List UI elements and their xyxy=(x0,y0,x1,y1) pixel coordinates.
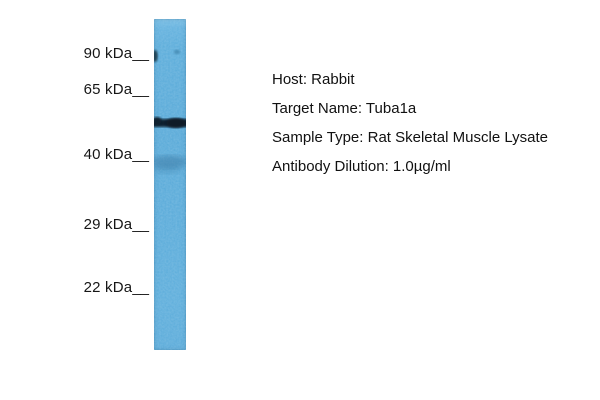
lane-light-speckle xyxy=(154,19,186,350)
annotation-host: Host: Rabbit xyxy=(272,71,355,88)
annotation-block: Host: Rabbit Target Name: Tuba1a Sample … xyxy=(272,65,548,181)
mw-marker-label: 40 kDa xyxy=(83,146,133,163)
mw-marker-label: 22 kDa xyxy=(83,279,133,296)
blot-lane-image xyxy=(154,19,186,350)
annotation-target-name: Target Name: Tuba1a xyxy=(272,100,417,117)
annotation-sample-type: Sample Type: Rat Skeletal Muscle Lysate xyxy=(272,129,548,146)
annotation-antibody-dilution: Antibody Dilution: 1.0µg/ml xyxy=(272,158,451,175)
mw-marker-row-90kda: 90 kDa__ xyxy=(0,44,149,64)
lane-artifact-spot xyxy=(173,49,181,55)
mw-tick-mark: __ xyxy=(132,45,149,62)
mw-marker-row-40kda: 40 kDa__ xyxy=(0,145,149,165)
lane-edge-artifact xyxy=(154,50,158,62)
mw-tick-mark: __ xyxy=(132,216,149,233)
mw-tick-mark: __ xyxy=(132,146,149,163)
protein-band-faint xyxy=(154,155,186,174)
mw-tick-mark: __ xyxy=(132,279,149,296)
mw-marker-row-65kda: 65 kDa__ xyxy=(0,80,149,100)
mw-marker-label: 65 kDa xyxy=(83,81,133,98)
blot-lane xyxy=(154,19,186,350)
mw-marker-row-29kda: 29 kDa__ xyxy=(0,215,149,235)
mw-marker-label: 29 kDa xyxy=(83,216,133,233)
mw-marker-label: 90 kDa xyxy=(83,45,133,62)
mw-tick-mark: __ xyxy=(132,81,149,98)
protein-band-main xyxy=(154,117,186,128)
mw-marker-row-22kda: 22 kDa__ xyxy=(0,278,149,298)
